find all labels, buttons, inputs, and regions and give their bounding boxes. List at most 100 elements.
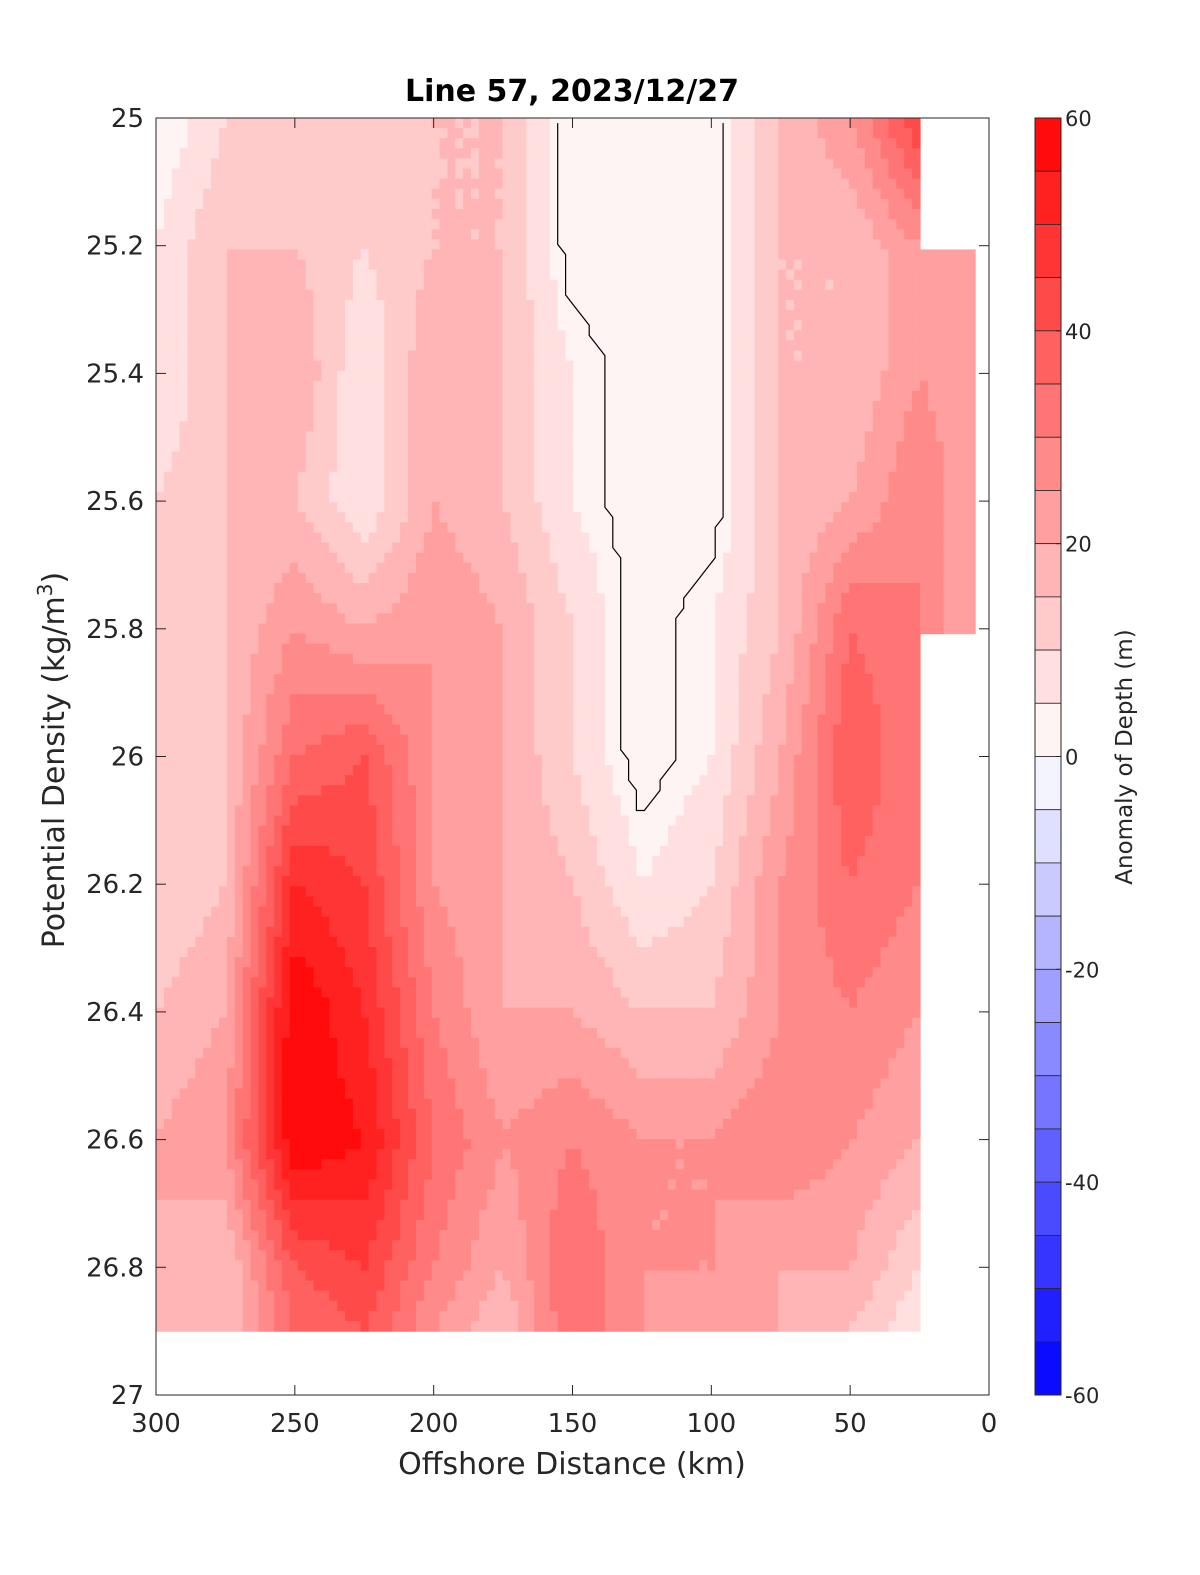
contour-cell [581, 431, 590, 443]
contour-cell [226, 552, 236, 564]
contour-cell [778, 310, 787, 321]
contour-cell [786, 208, 795, 220]
contour-cell [644, 461, 653, 473]
contour-cell [809, 512, 819, 523]
contour-cell [856, 259, 866, 271]
contour-cell [297, 229, 307, 240]
contour-cell [880, 552, 890, 564]
contour-cell [463, 562, 472, 574]
contour-cell [667, 593, 677, 604]
contour-cell [856, 178, 866, 190]
contour-cell [809, 330, 819, 342]
contour-cell [770, 289, 779, 301]
contour-cell [392, 350, 401, 362]
contour-cell [345, 441, 354, 453]
contour-cell [400, 471, 409, 483]
contour-cell [534, 552, 543, 564]
contour-cell [171, 198, 181, 210]
contour-cell [675, 178, 685, 190]
contour-cell [447, 219, 456, 230]
contour-cell [282, 128, 291, 139]
contour-cell [415, 512, 425, 523]
contour-cell [478, 390, 488, 402]
contour-cell [715, 532, 724, 544]
contour-cell [392, 421, 401, 432]
contour-cell [935, 360, 945, 372]
contour-cell [612, 370, 622, 382]
contour-cell [896, 542, 905, 554]
contour-cell [494, 148, 504, 160]
contour-cell [912, 340, 921, 352]
contour-cell [833, 289, 842, 301]
contour-cell [817, 178, 827, 190]
contour-cell [211, 208, 220, 220]
contour-cell [746, 198, 756, 210]
contour-cell [549, 330, 559, 342]
contour-cell [510, 178, 519, 190]
contour-cell [313, 542, 322, 554]
contour-cell [423, 542, 433, 554]
contour-cell [156, 188, 165, 200]
contour-cell [959, 461, 968, 473]
contour-cell [234, 340, 244, 352]
contour-cell [691, 259, 701, 271]
contour-cell [667, 208, 677, 220]
contour-cell [793, 411, 803, 422]
contour-cell [345, 249, 354, 261]
contour-cell [612, 249, 622, 261]
contour-cell [636, 522, 645, 534]
contour-cell [455, 330, 464, 342]
contour-cell [691, 583, 701, 594]
contour-cell [408, 401, 417, 412]
contour-cell [203, 562, 212, 574]
contour-cell [919, 421, 929, 432]
contour-cell [408, 188, 417, 200]
contour-cell [455, 421, 464, 432]
contour-cell [431, 431, 441, 443]
contour-cell [628, 148, 638, 160]
contour-cell [297, 138, 307, 149]
contour-cell [904, 552, 913, 564]
contour-cell [699, 421, 708, 432]
contour-cell [289, 350, 299, 362]
contour-cell [628, 492, 638, 503]
contour-cell [754, 492, 764, 503]
contour-cell [927, 451, 937, 463]
contour-cell [211, 441, 220, 453]
contour-cell [620, 178, 630, 190]
contour-cell [478, 411, 488, 422]
contour-cell [636, 492, 645, 503]
contour-cell [305, 522, 315, 534]
contour-cell [494, 269, 504, 281]
contour-cell [699, 239, 708, 251]
contour-cell [415, 481, 425, 493]
contour-cell [219, 249, 228, 261]
contour-cell [329, 229, 338, 240]
contour-cell [636, 542, 645, 554]
contour-cell [526, 593, 535, 604]
contour-cell [628, 562, 638, 574]
contour-cell [778, 593, 787, 604]
contour-cell [384, 421, 393, 432]
contour-cell [258, 330, 267, 342]
contour-cell [951, 259, 960, 271]
contour-cell [856, 249, 866, 261]
contour-cell [518, 299, 527, 311]
contour-cell [431, 178, 441, 190]
contour-cell [187, 289, 196, 301]
contour-cell [360, 431, 370, 443]
contour-cell [203, 411, 212, 422]
contour-cell [644, 148, 653, 160]
contour-cell [305, 138, 315, 149]
contour-cell [612, 390, 622, 402]
contour-cell [250, 441, 259, 453]
contour-cell [872, 148, 882, 160]
contour-cell [486, 259, 496, 271]
contour-cell [376, 219, 386, 230]
contour-cell [195, 138, 204, 149]
contour-cell [518, 390, 527, 402]
contour-cell [408, 279, 417, 291]
contour-cell [203, 289, 212, 301]
contour-cell [943, 390, 953, 402]
contour-cell [943, 411, 953, 422]
